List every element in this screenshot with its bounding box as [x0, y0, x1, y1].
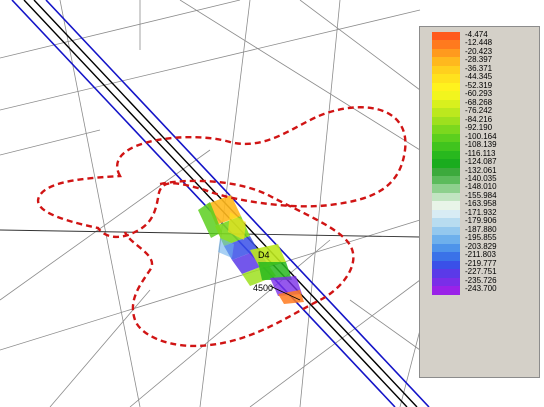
legend-swatch	[432, 243, 460, 253]
legend-label: -4.474	[465, 30, 488, 39]
legend-swatch	[432, 159, 460, 168]
legend-label: -227.751	[465, 267, 497, 277]
legend-label: -20.423	[465, 46, 493, 56]
legend-label: -108.139	[465, 140, 497, 150]
legend-label: -163.958	[465, 199, 497, 209]
station-tick	[269, 285, 301, 301]
legend-label: -12.448	[465, 38, 493, 48]
color-legend: -4.474 -12.448 -20.423 -28.397 -36.371 -44.34…	[419, 26, 540, 378]
legend-swatch	[432, 226, 460, 236]
legend-label: -235.726	[465, 275, 497, 285]
legend-label: -148.010	[465, 182, 497, 192]
legend-label: -211.803	[465, 250, 496, 260]
legend-swatch	[432, 277, 460, 287]
legend-label: -116.113	[465, 148, 496, 158]
legend-label: -140.035	[465, 173, 497, 183]
legend-swatch	[432, 252, 460, 261]
legend-swatch	[432, 167, 460, 176]
impact-boundary-lower	[123, 179, 355, 348]
contour-band	[198, 195, 304, 304]
legend-swatch	[432, 209, 460, 219]
legend-label: -60.293	[465, 89, 493, 99]
legend-swatch	[432, 57, 460, 66]
legend-label: -155.984	[465, 190, 497, 200]
legend-label: -92.190	[465, 123, 493, 133]
legend-label: -195.855	[465, 233, 497, 243]
legend-swatch	[432, 32, 460, 41]
legend-label: -132.061	[465, 165, 497, 175]
legend-swatch	[432, 48, 460, 58]
legend-label: -243.700	[465, 284, 497, 294]
legend-label: -76.242	[465, 106, 493, 116]
legend-swatch	[432, 218, 460, 227]
marker-label: D4	[258, 250, 270, 260]
legend-swatch	[432, 91, 460, 100]
legend-label: -28.397	[465, 55, 493, 65]
legend-label: -100.164	[465, 131, 497, 141]
impact-boundary	[36, 106, 407, 239]
legend-label: -187.880	[465, 224, 497, 234]
legend-swatches	[432, 32, 460, 295]
station-label: 4500	[253, 283, 273, 293]
legend-label: -44.345	[465, 72, 493, 82]
legend-swatch	[432, 286, 460, 295]
legend-swatch	[432, 175, 460, 185]
legend-swatch	[432, 192, 460, 202]
legend-swatch	[432, 269, 460, 278]
legend-label: -171.932	[465, 207, 497, 217]
legend-label: -124.087	[465, 157, 497, 167]
legend-label: -203.829	[465, 241, 497, 251]
legend-swatch	[432, 142, 460, 151]
legend-swatch	[432, 74, 460, 83]
legend-label: -219.777	[465, 258, 497, 268]
legend-label: -84.216	[465, 114, 493, 124]
legend-label: -68.268	[465, 97, 493, 107]
legend-swatch	[432, 235, 460, 244]
legend-swatch	[432, 260, 460, 270]
legend-swatch	[432, 150, 460, 160]
legend-swatch	[432, 82, 460, 92]
legend-swatch	[432, 108, 460, 117]
legend-label: -36.371	[465, 63, 493, 73]
legend-swatch	[432, 116, 460, 126]
legend-swatch	[432, 133, 460, 143]
legend-swatch	[432, 40, 460, 49]
legend-labels: -4.474 -12.448 -20.423 -28.397 -36.371 -44.34…	[465, 30, 497, 294]
legend-label: -52.319	[465, 80, 493, 90]
legend-label: -179.906	[465, 216, 497, 226]
legend-swatch	[432, 201, 460, 210]
legend-swatch	[432, 99, 460, 109]
legend-swatch	[432, 65, 460, 75]
legend-swatch	[432, 184, 460, 193]
legend-swatch	[432, 125, 460, 134]
